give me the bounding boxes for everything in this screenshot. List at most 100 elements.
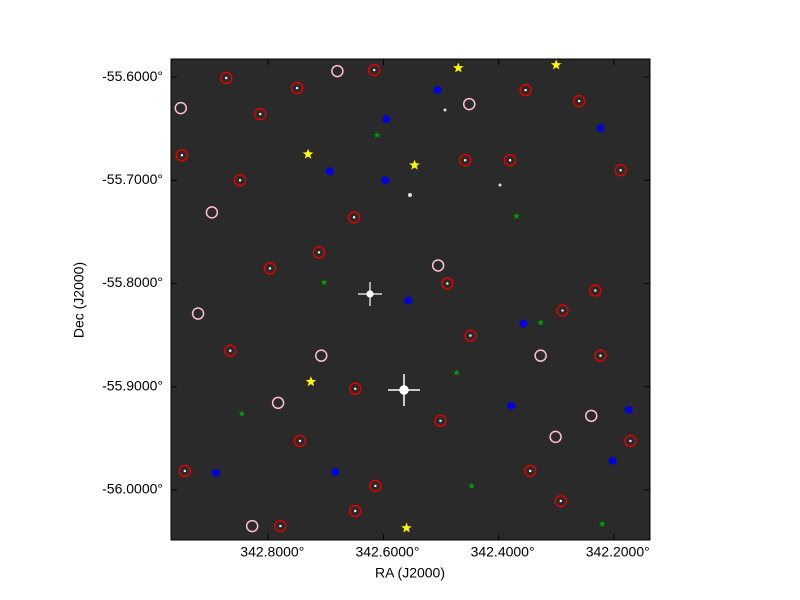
- source-ring: [224, 344, 237, 357]
- source-star: [373, 131, 381, 138]
- source-ring: [220, 71, 233, 85]
- source-core: [373, 68, 376, 72]
- marker: [441, 277, 454, 290]
- marker: [238, 410, 246, 417]
- source-star: [453, 62, 464, 73]
- source-ring: [434, 414, 447, 428]
- faint-star: [498, 183, 502, 187]
- source-core: [352, 216, 356, 219]
- marker: [211, 468, 220, 477]
- source-core: [599, 354, 602, 357]
- marker: [401, 522, 412, 533]
- marker: [174, 101, 188, 115]
- source-ring: [233, 174, 247, 187]
- source-dot: [596, 124, 605, 133]
- marker: [369, 479, 382, 493]
- source-dot: [381, 176, 390, 185]
- source-ring: [369, 479, 382, 493]
- bright-star: [388, 374, 420, 406]
- source-ring: [549, 430, 562, 444]
- source-ring: [594, 349, 607, 362]
- source-dot: [608, 456, 617, 465]
- marker: [534, 349, 547, 362]
- marker: [367, 63, 381, 77]
- source-ring: [348, 504, 362, 518]
- marker: [537, 319, 544, 326]
- marker: [312, 246, 326, 259]
- source-core: [619, 169, 622, 172]
- y-tick-label: -55.7000°: [102, 171, 163, 187]
- source-core: [529, 469, 532, 473]
- y-axis-label: Dec (J2000): [71, 262, 87, 338]
- source-core: [279, 524, 282, 528]
- x-tick-label: 342.6000°: [355, 544, 419, 560]
- source-dot: [331, 467, 340, 476]
- source-core: [354, 509, 357, 513]
- source-ring: [245, 519, 259, 533]
- marker: [503, 154, 517, 167]
- marker: [331, 467, 340, 476]
- source-dot: [433, 86, 442, 95]
- marker: [453, 369, 460, 376]
- marker: [320, 279, 328, 286]
- source-ring: [614, 164, 627, 177]
- source-core: [594, 289, 597, 292]
- source-ring: [331, 64, 344, 78]
- marker: [293, 434, 307, 448]
- source-ring: [263, 262, 277, 275]
- marker: [598, 520, 606, 527]
- bright-star: [358, 282, 382, 306]
- marker: [524, 464, 537, 478]
- source-ring: [503, 154, 517, 167]
- x-tick-label: 342.8000°: [240, 544, 304, 560]
- source-ring: [315, 349, 328, 362]
- source-star: [320, 279, 328, 286]
- marker: [409, 159, 420, 170]
- marker: [453, 62, 464, 73]
- marker: [519, 83, 532, 97]
- source-ring: [205, 206, 219, 219]
- marker: [585, 409, 598, 423]
- marker: [404, 296, 413, 305]
- marker: [348, 504, 362, 518]
- source-core: [180, 154, 184, 157]
- marker: [274, 519, 287, 533]
- source-star: [305, 376, 317, 387]
- source-core: [508, 159, 512, 162]
- source-core: [354, 387, 357, 390]
- source-ring: [274, 519, 287, 533]
- source-core: [374, 484, 377, 488]
- source-star: [453, 369, 460, 376]
- source-core: [463, 159, 467, 162]
- y-tick-label: -55.8000°: [102, 274, 163, 290]
- marker: [614, 164, 627, 177]
- source-ring: [312, 246, 326, 259]
- marker: [434, 414, 447, 428]
- marker: [433, 86, 442, 95]
- marker: [302, 148, 314, 159]
- source-star: [302, 148, 314, 159]
- marker: [315, 349, 328, 362]
- source-ring: [524, 464, 537, 478]
- source-core: [229, 349, 232, 352]
- x-axis-label: RA (J2000): [375, 565, 445, 581]
- source-dot: [211, 468, 220, 477]
- y-tick-label: -55.9000°: [102, 377, 163, 393]
- source-ring: [271, 396, 285, 410]
- marker: [589, 284, 602, 297]
- marker: [624, 405, 633, 414]
- source-star: [238, 410, 246, 417]
- source-ring: [441, 277, 454, 290]
- source-core: [317, 251, 321, 254]
- source-star: [550, 59, 562, 70]
- source-core: [439, 419, 442, 422]
- marker: [464, 329, 477, 342]
- marker: [325, 167, 334, 176]
- marker: [263, 262, 277, 275]
- marker: [347, 211, 361, 224]
- source-core: [577, 99, 581, 103]
- marker: [550, 59, 562, 70]
- source-dot: [325, 167, 334, 176]
- marker: [271, 396, 285, 410]
